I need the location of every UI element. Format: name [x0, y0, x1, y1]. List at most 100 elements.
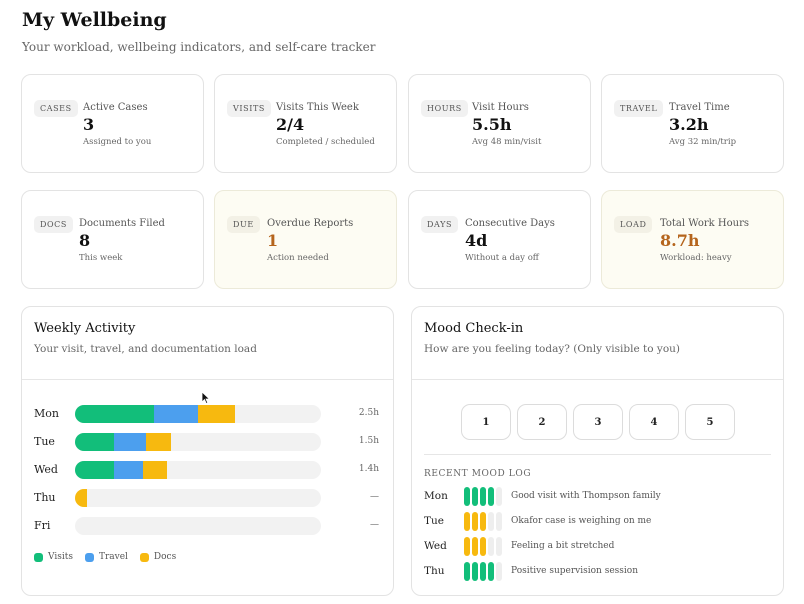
mood-log-row-thu: Thu Positive supervision session [424, 562, 764, 582]
activity-day-total: — [370, 520, 379, 530]
stat-label: Visits This Week [276, 102, 359, 113]
mood-level-bar [480, 562, 486, 581]
mouse-cursor-icon [201, 391, 211, 405]
mood-level-bar [464, 487, 470, 506]
stat-tag: VISITS [227, 100, 271, 117]
mood-log-row-tue: Tue Okafor case is weighing on me [424, 512, 764, 532]
activity-bar-track [75, 405, 321, 423]
activity-row-tue: Tue 1.5h [34, 432, 379, 452]
mood-level-bar [488, 537, 494, 556]
activity-day-label: Tue [34, 435, 55, 448]
activity-row-fri: Fri — [34, 516, 379, 536]
mood-log-day: Wed [424, 540, 447, 552]
activity-day-label: Wed [34, 463, 58, 476]
stat-card-hours: HOURS Visit Hours 5.5h Avg 48 min/visit [408, 74, 591, 173]
activity-day-label: Fri [34, 519, 51, 532]
mood-log-note: Feeling a bit stretched [511, 541, 615, 551]
stat-card-cases: CASES Active Cases 3 Assigned to you [21, 74, 204, 173]
mood-level-bars [464, 537, 502, 556]
legend-visits-swatch [34, 552, 43, 562]
stat-tag: DAYS [421, 216, 459, 233]
mood-option-1[interactable]: 1 [461, 404, 511, 440]
mood-option-3[interactable]: 3 [573, 404, 623, 440]
stat-sub: Action needed [267, 253, 329, 263]
mood-log-day: Thu [424, 565, 445, 577]
activity-day-total: — [370, 492, 379, 502]
mood-log-note: Positive supervision session [511, 566, 638, 576]
mood-option-2[interactable]: 2 [517, 404, 567, 440]
activity-bar-travel [114, 461, 143, 479]
mood-checkin-subtitle: How are you feeling today? (Only visible… [424, 343, 681, 355]
legend-docs-swatch [139, 552, 149, 562]
mood-level-bar [496, 537, 502, 556]
mood-level-bar [496, 562, 502, 581]
activity-day-total: 1.4h [358, 464, 379, 474]
stat-card-overdue: DUE Overdue Reports 1 Action needed [214, 190, 397, 289]
activity-bar-visits [75, 461, 115, 479]
mood-level-bar [472, 512, 478, 531]
legend-visits: Visits [34, 552, 73, 562]
mood-log-row-mon: Mon Good visit with Thompson family [424, 487, 764, 507]
stat-card-visits: VISITS Visits This Week 2/4 Completed / … [214, 74, 397, 173]
activity-day-total: 2.5h [358, 408, 379, 418]
activity-day-total: 1.5h [358, 436, 379, 446]
stat-value: 8 [79, 231, 91, 250]
mood-level-bar [472, 562, 478, 581]
mood-divider [424, 454, 771, 455]
activity-bar-travel [114, 433, 147, 451]
mood-option-4[interactable]: 4 [629, 404, 679, 440]
mood-level-bar [488, 487, 494, 506]
stat-tag: TRAVEL [614, 100, 664, 117]
stat-tag: HOURS [421, 100, 468, 117]
mood-log-note: Good visit with Thompson family [511, 491, 661, 501]
mood-log-note: Okafor case is weighing on me [511, 516, 652, 526]
mood-checkin-title: Mood Check-in [424, 321, 524, 336]
stat-card-days: DAYS Consecutive Days 4d Without a day o… [408, 190, 591, 289]
stat-card-load: LOAD Total Work Hours 8.7h Workload: hea… [601, 190, 784, 289]
mood-level-bars [464, 512, 502, 531]
mood-level-bar [464, 512, 470, 531]
activity-row-wed: Wed 1.4h [34, 460, 379, 480]
stat-label: Travel Time [669, 102, 730, 113]
stat-value: 8.7h [660, 231, 700, 250]
mood-level-bars [464, 487, 502, 506]
activity-row-mon: Mon 2.5h [34, 404, 379, 424]
mood-level-bar [464, 537, 470, 556]
panel-divider [22, 379, 393, 380]
stat-sub: Avg 48 min/visit [472, 137, 542, 147]
stat-label: Overdue Reports [267, 218, 354, 229]
stat-label: Active Cases [83, 102, 148, 113]
mood-option-5[interactable]: 5 [685, 404, 735, 440]
weekly-activity-title: Weekly Activity [34, 321, 136, 336]
legend-docs-label: Docs [153, 552, 177, 562]
stat-sub: Workload: heavy [660, 253, 732, 263]
mood-level-bar [488, 512, 494, 531]
activity-bar-docs [75, 489, 88, 507]
activity-bar-track [75, 489, 321, 507]
activity-bar-track [75, 517, 321, 535]
activity-row-thu: Thu — [34, 488, 379, 508]
weekly-activity-panel: Weekly Activity Your visit, travel, and … [21, 306, 394, 596]
mood-checkin-panel: Mood Check-in How are you feeling today?… [411, 306, 784, 596]
mood-log-day: Tue [424, 515, 444, 527]
stat-value: 3 [83, 115, 95, 134]
stat-card-docs: DOCS Documents Filed 8 This week [21, 190, 204, 289]
stat-card-travel: TRAVEL Travel Time 3.2h Avg 32 min/trip [601, 74, 784, 173]
mood-level-bars [464, 562, 502, 581]
mood-level-bar [480, 512, 486, 531]
stat-tag: CASES [34, 100, 78, 117]
mood-log-row-wed: Wed Feeling a bit stretched [424, 537, 764, 557]
activity-bar-docs [142, 461, 168, 479]
mood-level-bar [488, 562, 494, 581]
stat-sub: Completed / scheduled [276, 137, 375, 147]
mood-log-day: Mon [424, 490, 448, 502]
stat-label: Consecutive Days [465, 218, 555, 229]
stat-sub: Avg 32 min/trip [669, 137, 737, 147]
stat-label: Documents Filed [79, 218, 165, 229]
stat-tag: DOCS [34, 216, 73, 233]
stat-value: 1 [267, 231, 279, 250]
mood-log-heading: RECENT MOOD LOG [424, 469, 532, 479]
stat-tag: LOAD [614, 216, 653, 233]
activity-bar-visits [75, 433, 115, 451]
legend-travel-label: Travel [98, 552, 128, 562]
